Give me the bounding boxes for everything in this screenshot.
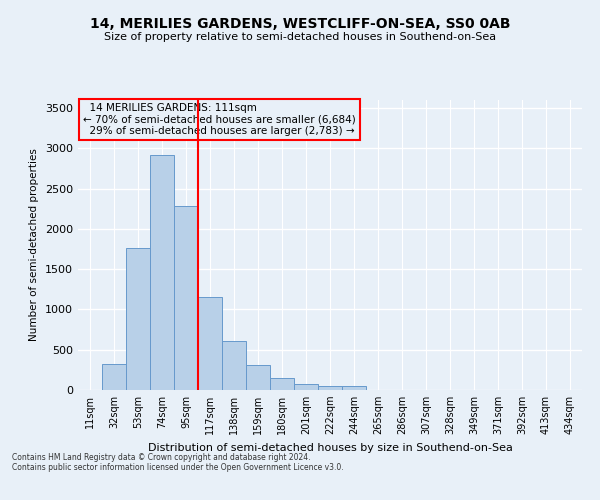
Bar	[102, 364, 126, 390]
X-axis label: Distribution of semi-detached houses by size in Southend-on-Sea: Distribution of semi-detached houses by …	[148, 442, 512, 452]
Text: Contains HM Land Registry data © Crown copyright and database right 2024.: Contains HM Land Registry data © Crown c…	[12, 454, 311, 462]
Bar	[342, 386, 366, 390]
Bar	[174, 206, 198, 390]
Bar	[318, 386, 342, 390]
Bar	[270, 378, 294, 390]
Y-axis label: Number of semi-detached properties: Number of semi-detached properties	[29, 148, 40, 342]
Bar	[246, 366, 270, 390]
Bar	[150, 155, 174, 390]
Bar	[198, 296, 222, 390]
Bar	[222, 341, 246, 390]
Text: 14, MERILIES GARDENS, WESTCLIFF-ON-SEA, SS0 0AB: 14, MERILIES GARDENS, WESTCLIFF-ON-SEA, …	[90, 18, 510, 32]
Bar	[294, 384, 318, 390]
Text: Contains public sector information licensed under the Open Government Licence v3: Contains public sector information licen…	[12, 464, 344, 472]
Text: Size of property relative to semi-detached houses in Southend-on-Sea: Size of property relative to semi-detach…	[104, 32, 496, 42]
Bar	[126, 248, 150, 390]
Text: 14 MERILIES GARDENS: 111sqm  
← 70% of semi-detached houses are smaller (6,684)
: 14 MERILIES GARDENS: 111sqm ← 70% of sem…	[83, 103, 356, 136]
